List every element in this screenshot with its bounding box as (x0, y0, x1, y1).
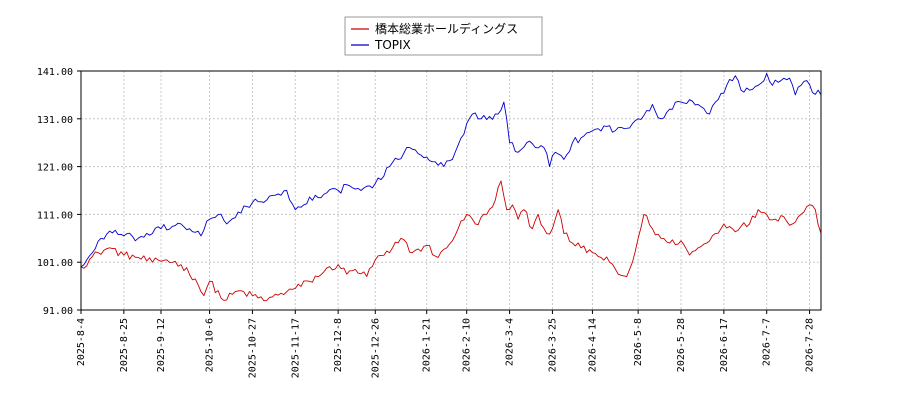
legend: 橋本総業ホールディングス TOPIX (344, 16, 543, 56)
x-tick-label: 2025-12-26 (370, 318, 381, 378)
x-tick-label: 2025-10-27 (247, 318, 258, 378)
x-axis-ticks: 2025-8-4 2025-8-25 2025-9-12 2025-10-6 2025-… (76, 310, 816, 378)
y-tick-label: 91.00 (43, 306, 73, 317)
x-tick-label: 2026-2-10 (462, 318, 473, 372)
grid-lines (80, 70, 821, 311)
y-tick-label: 141.00 (37, 67, 73, 78)
legend-label-hashimoto: 橋本総業ホールディングス (375, 21, 518, 36)
y-tick-label: 101.00 (37, 258, 73, 269)
y-tick-label: 121.00 (37, 163, 73, 174)
x-tick-label: 2026-3-4 (505, 318, 516, 366)
x-tick-label: 2026-3-25 (547, 318, 558, 372)
x-tick-label: 2026-4-14 (587, 318, 598, 372)
x-tick-label: 2026-5-28 (676, 318, 687, 372)
x-tick-label: 2026-1-21 (422, 318, 433, 372)
x-tick-label: 2025-10-6 (205, 318, 216, 372)
series-lines (80, 72, 822, 302)
x-tick-label: 2025-12-8 (333, 318, 344, 372)
legend-label-topix: TOPIX (374, 38, 411, 52)
x-tick-label: 2025-9-12 (156, 318, 167, 372)
x-tick-label: 2026-7-7 (762, 318, 773, 366)
plot-frame (80, 70, 822, 311)
legend-box (344, 16, 543, 56)
x-tick-label: 2025-8-4 (76, 318, 87, 366)
series-line-topix (80, 72, 822, 268)
y-tick-label: 111.00 (37, 210, 73, 221)
y-tick-label: 131.00 (37, 115, 73, 126)
x-tick-label: 2026-5-8 (633, 318, 644, 366)
y-axis-ticks: 141.00 131.00 121.00 111.00 101.00 91.00 (37, 67, 81, 317)
x-tick-label: 2025-8-25 (119, 318, 130, 372)
x-tick-label: 2026-6-17 (719, 318, 730, 372)
x-tick-label: 2026-7-28 (805, 318, 816, 372)
x-tick-label: 2025-11-17 (290, 318, 301, 378)
series-line-hashimoto (80, 180, 822, 302)
